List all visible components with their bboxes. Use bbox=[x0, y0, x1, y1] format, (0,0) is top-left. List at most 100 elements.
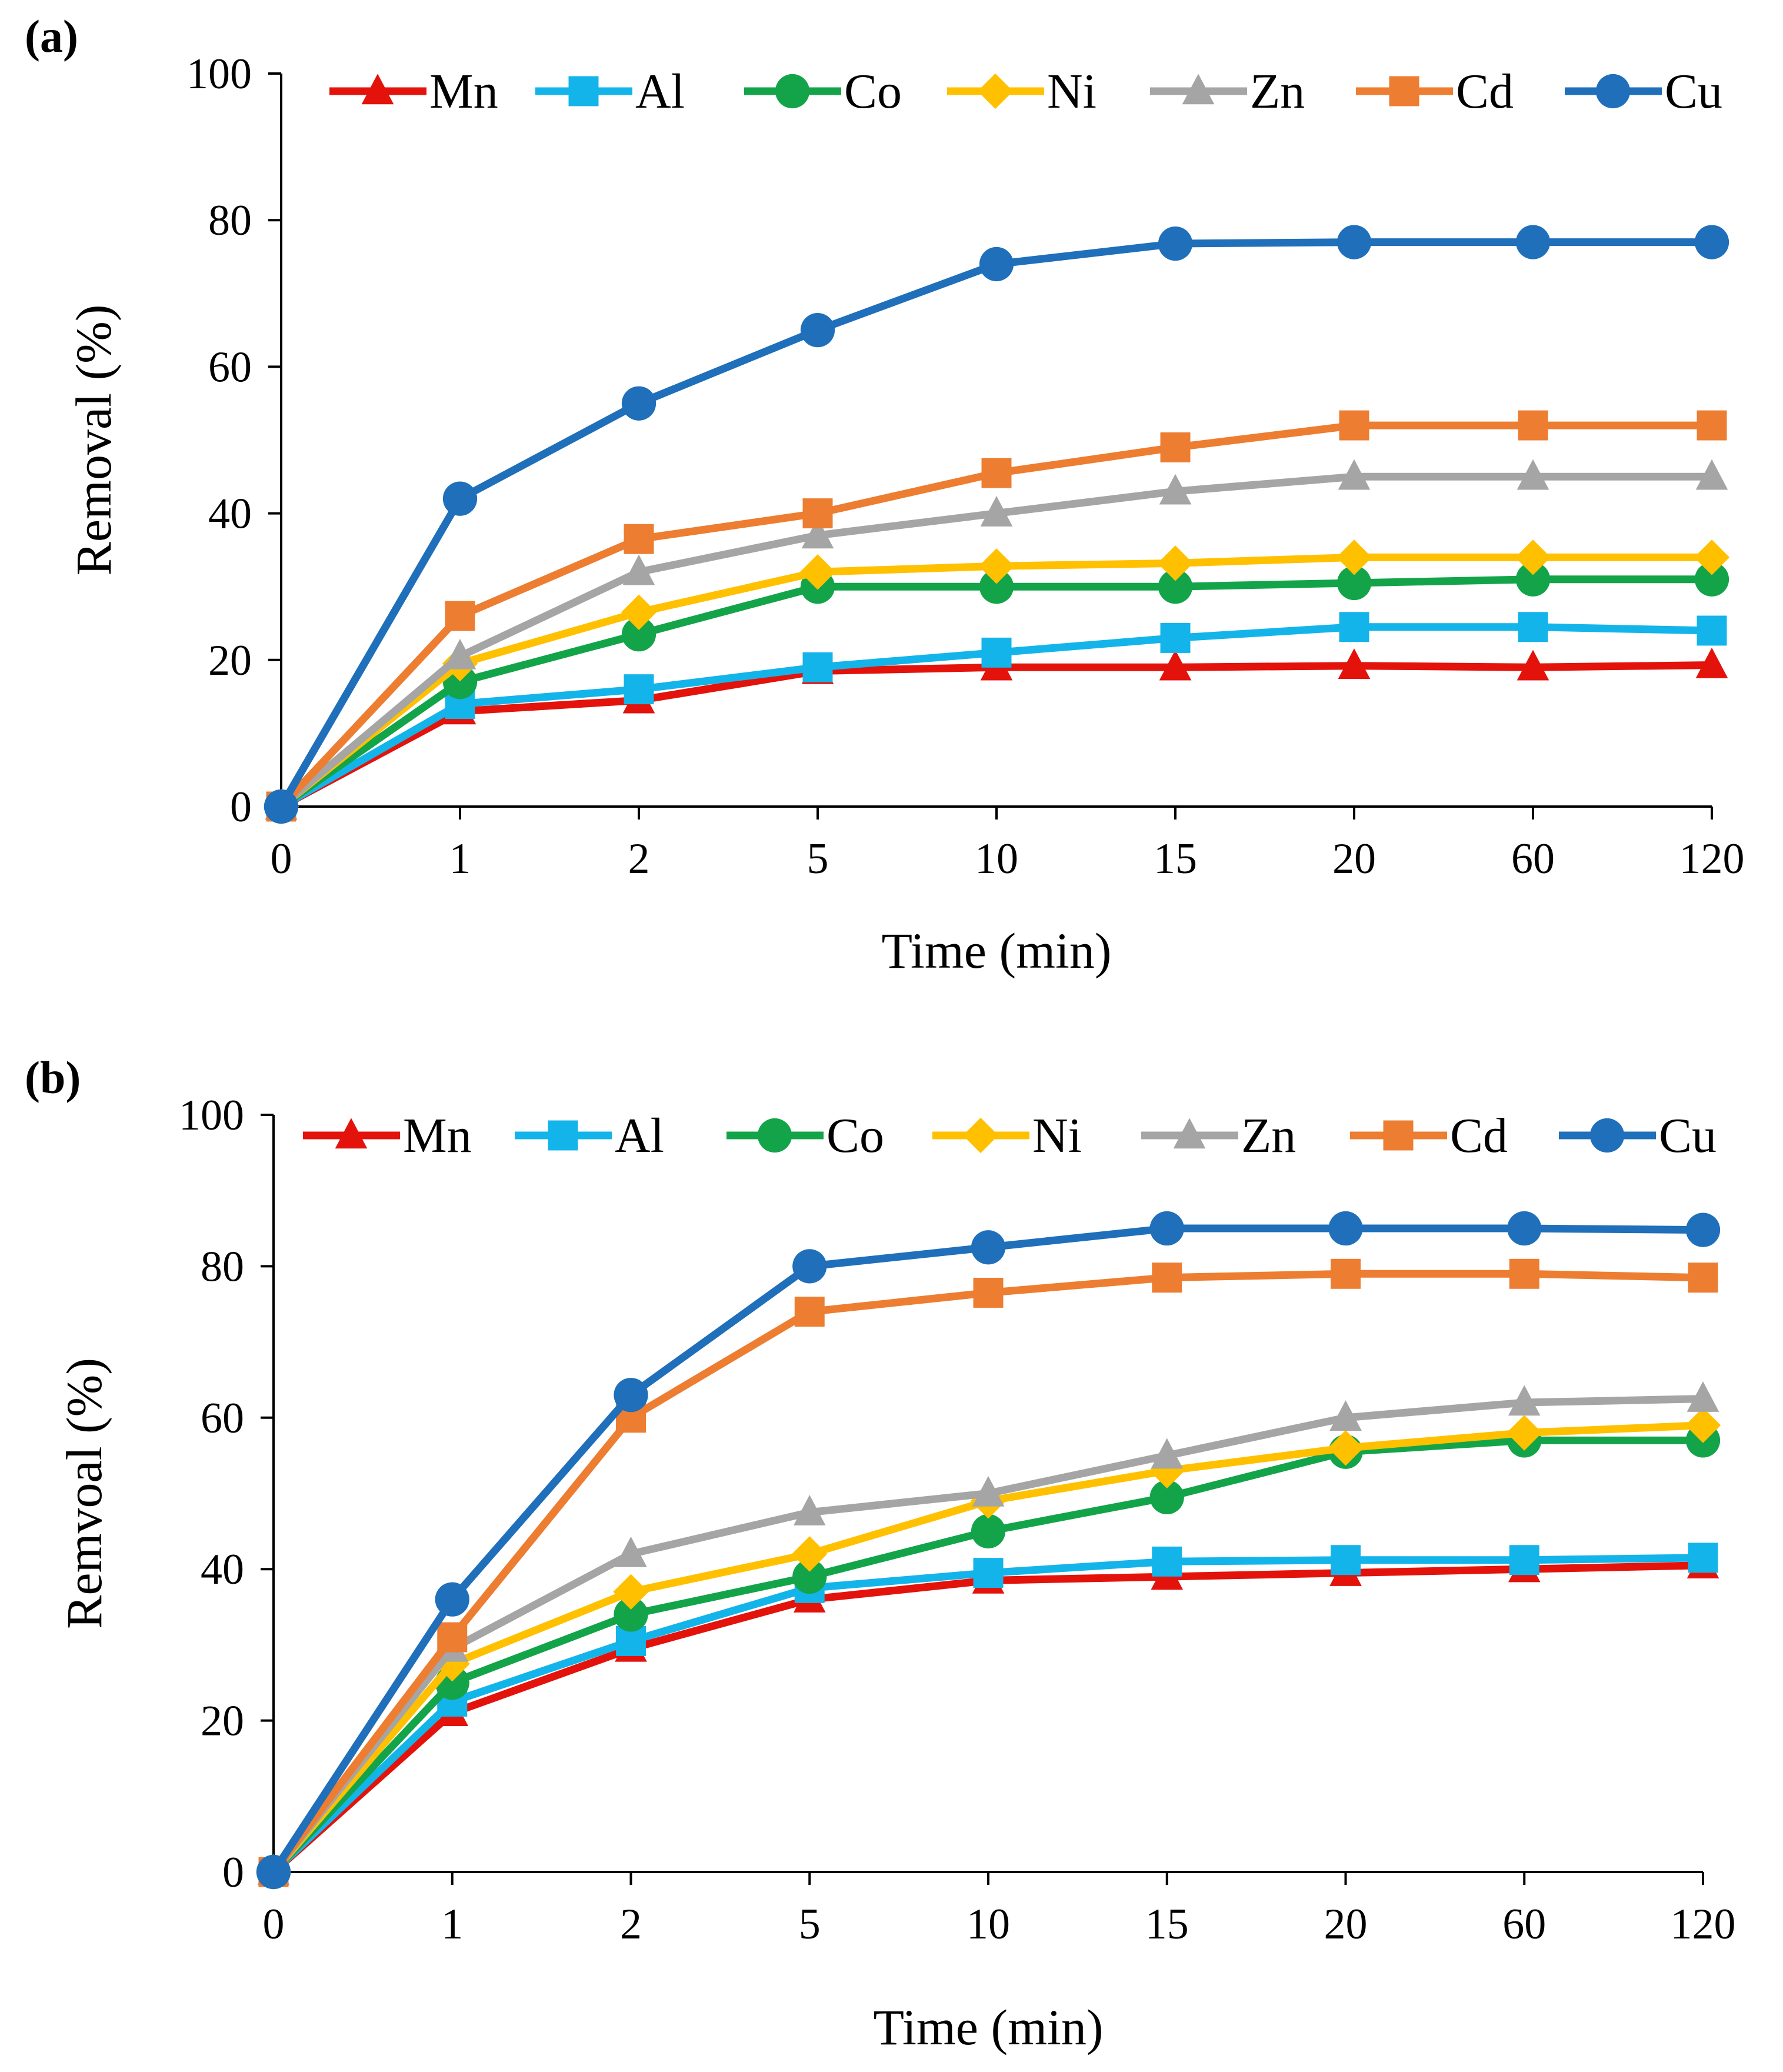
series-cd bbox=[266, 410, 1727, 822]
series-cu bbox=[256, 1211, 1721, 1890]
y-tick-label: 40 bbox=[208, 490, 252, 538]
legend-item-co: Co bbox=[744, 64, 902, 119]
data-point-co bbox=[1337, 565, 1372, 601]
x-tick-label: 0 bbox=[263, 1900, 285, 1948]
data-point-co bbox=[1515, 562, 1551, 597]
legend-item-al: Al bbox=[515, 1108, 664, 1163]
legend-marker bbox=[1383, 1120, 1414, 1151]
data-point-cd bbox=[1518, 410, 1548, 441]
legend-label: Cd bbox=[1456, 64, 1514, 119]
data-point-cd bbox=[1509, 1258, 1539, 1289]
data-point-zn bbox=[1329, 1400, 1362, 1431]
y-tick-label: 0 bbox=[222, 1848, 244, 1897]
data-point-al bbox=[1339, 612, 1369, 642]
legend-label: Cu bbox=[1665, 64, 1722, 119]
data-point-ni bbox=[1328, 1430, 1364, 1466]
data-point-cd bbox=[794, 1297, 825, 1327]
data-point-mn bbox=[1695, 647, 1728, 678]
y-tick-label: 20 bbox=[201, 1697, 244, 1745]
x-tick-label: 60 bbox=[1511, 835, 1555, 883]
data-point-cu bbox=[1685, 1212, 1721, 1247]
y-tick-label: 80 bbox=[201, 1242, 244, 1291]
data-point-cu bbox=[1158, 226, 1193, 261]
data-point-ni bbox=[1507, 1415, 1542, 1451]
y-tick-label: 80 bbox=[208, 196, 252, 245]
legend-item-cu: Cu bbox=[1559, 1108, 1717, 1163]
data-point-al bbox=[1331, 1545, 1361, 1575]
data-point-zn bbox=[622, 554, 655, 585]
y-tick-label: 100 bbox=[186, 50, 252, 98]
data-point-cu bbox=[979, 246, 1014, 282]
data-point-ni bbox=[1336, 539, 1372, 575]
legend-label: Mn bbox=[403, 1108, 472, 1163]
data-point-al bbox=[1152, 1546, 1182, 1577]
x-tick-label: 10 bbox=[967, 1900, 1010, 1948]
legend: Mn Al Co Ni Zn Cd Cu bbox=[329, 64, 1722, 119]
y-axis-title: Remvoal (%) bbox=[56, 1358, 112, 1629]
panel-b: (b) 0 20 40 60 80 100 0 1 2 5 10 15 20 60 120 Time (min)… bbox=[25, 1052, 1736, 2056]
x-tick-label: 2 bbox=[628, 835, 650, 883]
x-tick-label: 15 bbox=[1145, 1900, 1189, 1948]
x-tick-label: 10 bbox=[975, 835, 1018, 883]
data-point-cu bbox=[792, 1249, 827, 1284]
legend-marker bbox=[1389, 76, 1419, 106]
x-tick-label: 20 bbox=[1332, 835, 1376, 883]
data-point-zn bbox=[980, 495, 1013, 527]
data-point-co bbox=[971, 1514, 1006, 1548]
legend-marker bbox=[962, 1117, 999, 1154]
data-point-cd bbox=[1339, 410, 1369, 441]
data-point-cd bbox=[437, 1622, 468, 1653]
data-point-zn bbox=[1695, 459, 1728, 490]
x-axis-title: Time (min) bbox=[873, 1999, 1103, 2056]
data-point-ni bbox=[978, 548, 1015, 584]
data-point-al bbox=[802, 652, 833, 682]
data-point-al bbox=[1697, 615, 1727, 646]
legend-item-co: Co bbox=[726, 1108, 884, 1163]
legend-item-cd: Cd bbox=[1350, 1108, 1508, 1163]
y-tick-label: 60 bbox=[201, 1394, 244, 1443]
x-tick-label: 1 bbox=[449, 835, 471, 883]
data-point-al bbox=[981, 637, 1012, 668]
data-point-cd bbox=[624, 524, 654, 554]
data-point-cu bbox=[435, 1582, 469, 1617]
legend-item-mn: Mn bbox=[303, 1108, 472, 1163]
series-line-al bbox=[269, 1554, 1707, 1876]
data-point-cu bbox=[256, 1854, 291, 1890]
series-mn bbox=[257, 1548, 1719, 1886]
data-point-cd bbox=[1160, 432, 1191, 462]
y-axis-title: Removal (%) bbox=[65, 305, 122, 576]
legend-marker bbox=[1595, 74, 1631, 109]
data-point-zn bbox=[1159, 474, 1192, 505]
legend-item-zn: Zn bbox=[1141, 1108, 1296, 1163]
data-point-al bbox=[973, 1558, 1004, 1588]
data-point-cd bbox=[1688, 1262, 1718, 1293]
data-point-cu bbox=[1694, 225, 1729, 259]
legend-marker bbox=[335, 1118, 368, 1149]
y-tick-label: 100 bbox=[179, 1091, 244, 1140]
data-point-zn bbox=[1338, 459, 1371, 490]
data-point-cu bbox=[1337, 225, 1372, 259]
data-point-co bbox=[1149, 1480, 1184, 1515]
data-point-zn bbox=[1517, 459, 1549, 490]
legend-marker bbox=[1182, 74, 1215, 105]
x-tick-label: 20 bbox=[1324, 1900, 1368, 1948]
legend-item-cu: Cu bbox=[1565, 64, 1722, 119]
legend-label: Co bbox=[826, 1108, 884, 1163]
legend-label: Al bbox=[615, 1108, 664, 1163]
data-point-ni bbox=[799, 554, 836, 590]
data-point-cu bbox=[614, 1378, 648, 1413]
legend-item-al: Al bbox=[535, 64, 685, 119]
data-point-ni bbox=[1685, 1407, 1721, 1443]
data-point-cd bbox=[445, 601, 475, 631]
legend-label: Cu bbox=[1659, 1108, 1717, 1163]
series-al bbox=[258, 1543, 1718, 1887]
legend-marker bbox=[361, 74, 394, 105]
x-tick-label: 2 bbox=[620, 1900, 642, 1948]
data-point-zn bbox=[1151, 1438, 1184, 1469]
series-line-zn bbox=[269, 1395, 1707, 1876]
data-point-zn bbox=[972, 1475, 1005, 1507]
series-zn bbox=[257, 1381, 1719, 1886]
y-tick-label: 20 bbox=[208, 637, 252, 685]
data-point-co bbox=[1158, 569, 1193, 604]
